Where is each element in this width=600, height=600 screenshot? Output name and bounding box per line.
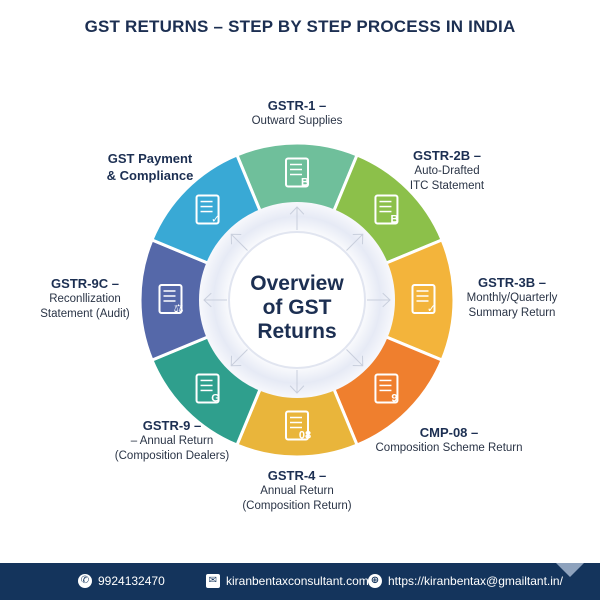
label-gstr-3b: GSTR-3B – Monthly/Quarterly Summary Return (467, 274, 558, 321)
label-title: GSTR-2B – (413, 148, 481, 163)
document-search-icon: B (285, 157, 309, 189)
decorative-triangle (556, 563, 584, 577)
phone-icon: ✆ (78, 574, 92, 588)
label-gstr-4: GSTR-4 – Annual Return (Composition Return… (242, 467, 351, 514)
label-sub: Composition Scheme Return (375, 442, 523, 454)
label-sub: ITC Statement (409, 180, 485, 192)
center-line-1: Overview (250, 272, 344, 295)
label-gstr-9: GSTR-9 – – Annual Return (Composition Deal… (115, 417, 229, 464)
arrow-icon (289, 370, 305, 394)
label-gstr-9c: GSTR-9C – Reconllization Statement (Audit) (40, 275, 129, 322)
center-line-3: Returns (257, 320, 336, 343)
document-shield-check-icon: ✓ (195, 194, 220, 226)
document-shield-icon: G (195, 373, 220, 404)
label-title-2: & Compliance (106, 168, 194, 183)
label-sub: Statement (Audit) (40, 308, 130, 320)
svg-text:⚖: ⚖ (174, 303, 184, 315)
label-gst-payment: GST Payment & Compliance (107, 150, 194, 184)
arrow-icon (346, 349, 364, 367)
label-title: GSTR-9C – (51, 276, 119, 291)
arrow-icon (367, 292, 391, 308)
svg-text:B: B (301, 177, 309, 189)
center-line-2: of GST (263, 296, 332, 319)
svg-text:✓: ✓ (211, 214, 220, 226)
calendar-check-icon: ✓ (411, 284, 436, 315)
envelope-icon: ✉ (206, 574, 220, 588)
label-sub: Reconllization (49, 293, 121, 305)
page-title: GST RETURNS – STEP BY STEP PROCESS IN IN… (84, 17, 516, 36)
label-title: CMP-08 – (419, 425, 479, 440)
footer: ✆ 9924132470 ✉ kiranbentaxconsultant.com ⊕… (0, 563, 600, 600)
arrow-icon (203, 292, 227, 308)
footer-website[interactable]: ⊕ https://kiranbentax@gmailtant.in/ (368, 574, 563, 588)
svg-text:B: B (390, 214, 398, 226)
svg-text:G: G (211, 392, 220, 404)
arrow-icon (230, 233, 248, 251)
label-title: GSTR-1 – (267, 98, 327, 113)
label-title: GSTR-9 – (142, 418, 202, 433)
email-address: kiranbentaxconsultant.com (226, 574, 369, 588)
center-circle (228, 231, 366, 369)
arrow-icon (346, 233, 364, 251)
document-9-icon: 9 (374, 373, 399, 404)
website-url: https://kiranbentax@gmailtant.in/ (388, 574, 563, 588)
phone-number: 9924132470 (98, 574, 165, 588)
label-sub: Summary Return (468, 307, 556, 319)
arrow-icon (289, 206, 305, 230)
label-sub: Annual Return (260, 485, 334, 497)
label-gstr-2b: GSTR-2B – Auto-Drafted ITC Statement (410, 147, 484, 194)
svg-text:9: 9 (391, 392, 397, 404)
label-sub: (Composition Dealers) (114, 450, 230, 462)
footer-email[interactable]: ✉ kiranbentaxconsultant.com (206, 574, 369, 588)
scales-hand-icon: ⚖ (158, 284, 184, 315)
label-title: GST Payment (107, 151, 193, 166)
arrow-icon (230, 349, 248, 367)
label-sub: Auto-Drafted (414, 165, 480, 177)
document-b-icon: B (374, 194, 398, 226)
label-title: GSTR-4 – (267, 468, 327, 483)
label-sub: Outward Supplies (251, 115, 343, 127)
label-sub: Monthly/Quarterly (466, 292, 558, 304)
svg-text:✓: ✓ (427, 303, 436, 315)
label-sub: (Composition Return) (242, 500, 352, 512)
footer-phone[interactable]: ✆ 9924132470 (78, 574, 165, 588)
globe-icon: ⊕ (368, 574, 382, 588)
label-sub: – Annual Return (130, 435, 214, 447)
label-gstr-1: GSTR-1 – Outward Supplies (252, 97, 343, 129)
label-cmp-08: CMP-08 – Composition Scheme Return (375, 424, 522, 456)
label-title: GSTR-3B – (478, 275, 546, 290)
document-08-icon: 08 (285, 410, 311, 442)
svg-text:08: 08 (299, 430, 311, 442)
